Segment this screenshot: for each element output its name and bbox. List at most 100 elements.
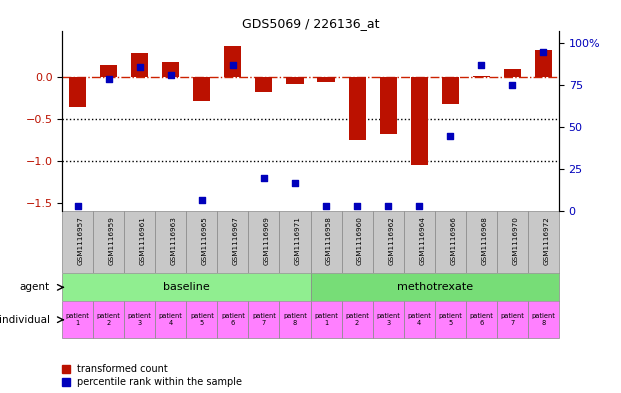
Bar bbox=[528, 301, 559, 338]
Text: GSM1116957: GSM1116957 bbox=[78, 217, 84, 265]
Text: patient
6: patient 6 bbox=[469, 313, 493, 326]
Text: GSM1116971: GSM1116971 bbox=[295, 217, 301, 265]
Bar bbox=[373, 211, 404, 273]
Text: GSM1116972: GSM1116972 bbox=[543, 217, 550, 265]
Text: patient
2: patient 2 bbox=[97, 313, 120, 326]
Bar bbox=[310, 211, 342, 273]
Bar bbox=[69, 77, 86, 107]
Bar bbox=[217, 211, 248, 273]
Text: baseline: baseline bbox=[163, 282, 210, 292]
Bar bbox=[342, 211, 373, 273]
Bar bbox=[342, 301, 373, 338]
Text: GSM1116959: GSM1116959 bbox=[109, 217, 115, 265]
Bar bbox=[124, 211, 155, 273]
Point bbox=[259, 174, 269, 181]
Bar bbox=[410, 77, 428, 165]
Text: GSM1116969: GSM1116969 bbox=[264, 217, 270, 265]
Point bbox=[414, 203, 424, 209]
Text: patient
7: patient 7 bbox=[501, 313, 524, 326]
Text: patient
7: patient 7 bbox=[252, 313, 276, 326]
Bar bbox=[535, 50, 552, 77]
Bar bbox=[100, 65, 117, 77]
Bar bbox=[435, 211, 466, 273]
Bar bbox=[131, 53, 148, 77]
Text: GSM1116970: GSM1116970 bbox=[512, 217, 519, 265]
Bar bbox=[255, 77, 273, 92]
Bar bbox=[442, 77, 459, 104]
Point bbox=[73, 203, 83, 209]
Bar bbox=[124, 301, 155, 338]
Bar bbox=[473, 76, 490, 77]
Point bbox=[228, 62, 238, 68]
Point bbox=[352, 203, 362, 209]
Point bbox=[445, 132, 455, 139]
Bar bbox=[310, 301, 342, 338]
Bar bbox=[93, 211, 124, 273]
Text: GSM1116960: GSM1116960 bbox=[357, 217, 363, 265]
Point bbox=[290, 180, 300, 186]
Bar bbox=[504, 69, 521, 77]
Point bbox=[321, 203, 331, 209]
Bar bbox=[186, 301, 217, 338]
Point bbox=[166, 72, 176, 78]
Text: patient
1: patient 1 bbox=[66, 313, 89, 326]
Bar bbox=[435, 301, 466, 338]
Bar bbox=[466, 211, 497, 273]
Bar bbox=[186, 211, 217, 273]
Bar bbox=[317, 77, 335, 82]
Text: GSM1116961: GSM1116961 bbox=[140, 217, 146, 265]
Text: individual: individual bbox=[0, 315, 50, 325]
Bar bbox=[379, 77, 397, 134]
Bar bbox=[155, 301, 186, 338]
Bar bbox=[497, 301, 528, 338]
Bar bbox=[348, 77, 366, 140]
Text: agent: agent bbox=[19, 282, 50, 292]
Text: patient
8: patient 8 bbox=[532, 313, 555, 326]
Bar bbox=[528, 211, 559, 273]
Bar bbox=[466, 301, 497, 338]
Text: patient
5: patient 5 bbox=[438, 313, 462, 326]
Legend: transformed count, percentile rank within the sample: transformed count, percentile rank withi… bbox=[61, 363, 243, 388]
Point bbox=[135, 64, 145, 70]
Text: patient
8: patient 8 bbox=[283, 313, 307, 326]
Bar bbox=[279, 301, 310, 338]
Bar bbox=[217, 301, 248, 338]
Bar bbox=[248, 211, 279, 273]
Text: GSM1116968: GSM1116968 bbox=[481, 217, 487, 265]
Bar bbox=[62, 301, 93, 338]
Bar bbox=[155, 211, 186, 273]
Text: GSM1116962: GSM1116962 bbox=[388, 217, 394, 265]
Bar bbox=[93, 301, 124, 338]
Point bbox=[383, 203, 393, 209]
Bar bbox=[162, 62, 179, 77]
Point bbox=[197, 196, 207, 203]
Point bbox=[538, 48, 548, 55]
Bar bbox=[62, 211, 93, 273]
Text: methotrexate: methotrexate bbox=[397, 282, 473, 292]
Bar bbox=[62, 273, 310, 301]
Bar bbox=[248, 301, 279, 338]
Text: GSM1116966: GSM1116966 bbox=[450, 217, 456, 265]
Bar bbox=[193, 77, 211, 101]
Point bbox=[476, 62, 486, 68]
Title: GDS5069 / 226136_at: GDS5069 / 226136_at bbox=[242, 17, 379, 30]
Text: patient
3: patient 3 bbox=[376, 313, 400, 326]
Text: GSM1116958: GSM1116958 bbox=[326, 217, 332, 265]
Bar bbox=[310, 273, 559, 301]
Bar bbox=[286, 77, 304, 84]
Point bbox=[507, 82, 517, 88]
Text: patient
3: patient 3 bbox=[128, 313, 152, 326]
Bar bbox=[497, 211, 528, 273]
Text: patient
4: patient 4 bbox=[407, 313, 431, 326]
Text: patient
4: patient 4 bbox=[159, 313, 183, 326]
Bar bbox=[404, 211, 435, 273]
Text: patient
2: patient 2 bbox=[345, 313, 369, 326]
Point bbox=[104, 75, 114, 82]
Text: GSM1116963: GSM1116963 bbox=[171, 217, 177, 265]
Text: GSM1116965: GSM1116965 bbox=[202, 217, 208, 265]
Text: GSM1116964: GSM1116964 bbox=[419, 217, 425, 265]
Bar bbox=[224, 46, 242, 77]
Bar bbox=[279, 211, 310, 273]
Text: patient
5: patient 5 bbox=[190, 313, 214, 326]
Bar bbox=[404, 301, 435, 338]
